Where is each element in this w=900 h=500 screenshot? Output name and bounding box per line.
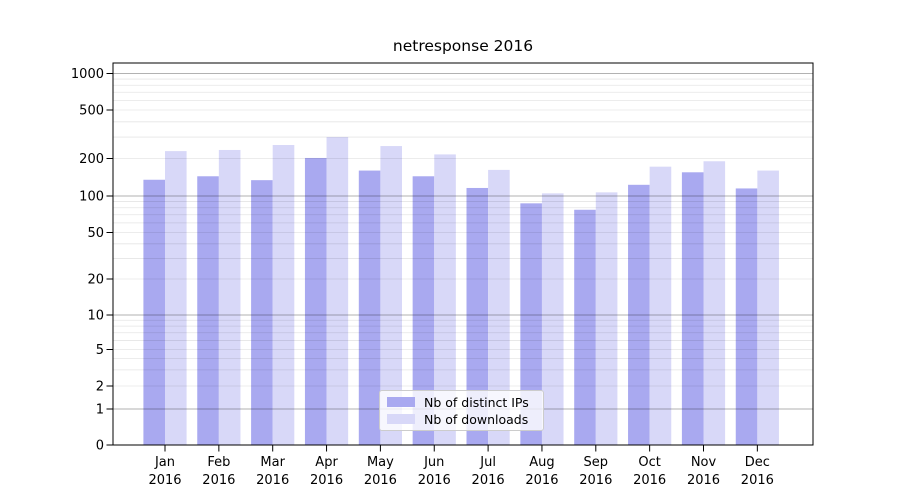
bar-downloads-apr [326, 137, 349, 446]
x-tick-label-year: 2016 [687, 473, 720, 488]
legend-swatch-downloads [387, 414, 415, 424]
bar-downloads-jul [488, 169, 510, 445]
x-tick-label-year: 2016 [256, 473, 289, 488]
x-tick-label-month: Nov [691, 455, 717, 470]
bar-downloads-oct [649, 166, 672, 446]
x-tick-label-month: Mar [260, 455, 285, 470]
bar-downloads-jun [434, 154, 456, 445]
x-tick-label-year: 2016 [418, 473, 451, 488]
bar-downloads-jan [165, 151, 187, 445]
bar-downloads-nov [703, 161, 726, 445]
bar-distinct-ips-apr [304, 157, 327, 445]
x-tick-label-year: 2016 [525, 473, 558, 488]
bar-downloads-dec [757, 170, 779, 445]
legend-item-distinct-ips: Nb of distinct IPs [387, 394, 543, 410]
bar-downloads-sep [595, 192, 618, 445]
bar-distinct-ips-jun [412, 176, 435, 446]
y-tick-label: 50 [87, 226, 104, 241]
bar-distinct-ips-aug [520, 203, 542, 445]
x-tick-label-month: Dec [745, 455, 770, 470]
bar-distinct-ips-dec [735, 188, 758, 446]
y-tick-label: 1000 [71, 67, 104, 82]
x-tick-label-month: Sep [584, 455, 609, 470]
bar-distinct-ips-nov [681, 172, 704, 445]
bar-distinct-ips-may [358, 170, 381, 445]
y-tick-label: 2 [96, 380, 104, 395]
x-tick-label-year: 2016 [202, 473, 235, 488]
bar-downloads-aug [541, 193, 564, 445]
bar-downloads-may [380, 146, 402, 446]
x-tick-label-month: Jul [479, 455, 496, 470]
x-tick-label-month: Aug [529, 455, 554, 470]
legend: Nb of distinct IPs Nb of downloads [379, 390, 544, 431]
y-tick-label: 0 [96, 439, 104, 454]
bar-distinct-ips-feb [197, 176, 219, 446]
bar-distinct-ips-oct [628, 184, 650, 446]
y-tick-label: 100 [79, 190, 104, 205]
bar-distinct-ips-sep [574, 209, 596, 445]
bar-distinct-ips-mar [251, 180, 273, 445]
y-tick-label: 500 [79, 104, 104, 119]
x-tick-label-year: 2016 [633, 473, 666, 488]
bar-downloads-feb [218, 149, 241, 446]
y-tick-label: 10 [87, 309, 104, 324]
y-tick-label: 200 [79, 152, 104, 167]
chart-title: netresponse 2016 [392, 37, 534, 55]
bar-distinct-ips-jul [466, 187, 489, 445]
y-tick-label: 20 [87, 273, 104, 288]
x-tick-label-month: May [367, 455, 394, 470]
bar-distinct-ips-jan [143, 179, 165, 445]
legend-label-downloads: Nb of downloads [424, 411, 529, 427]
y-tick-label: 5 [96, 343, 104, 358]
x-tick-label-year: 2016 [472, 473, 505, 488]
x-tick-label-month: Jun [423, 455, 444, 470]
x-tick-label-year: 2016 [579, 473, 612, 488]
bar-downloads-mar [272, 145, 295, 445]
x-tick-label-month: Apr [315, 455, 338, 470]
plot-frame [112, 62, 814, 446]
x-tick-label-year: 2016 [741, 473, 774, 488]
legend-item-downloads: Nb of downloads [387, 411, 543, 427]
y-tick-label: 1 [96, 403, 104, 418]
x-tick-label-year: 2016 [310, 473, 343, 488]
x-tick-label-month: Feb [207, 455, 230, 470]
legend-label-distinct-ips: Nb of distinct IPs [424, 394, 529, 410]
x-tick-label-year: 2016 [148, 473, 181, 488]
x-tick-label-month: Oct [638, 455, 660, 470]
x-tick-label-month: Jan [154, 455, 175, 470]
legend-swatch-distinct-ips [387, 397, 415, 407]
x-tick-label-year: 2016 [364, 473, 397, 488]
